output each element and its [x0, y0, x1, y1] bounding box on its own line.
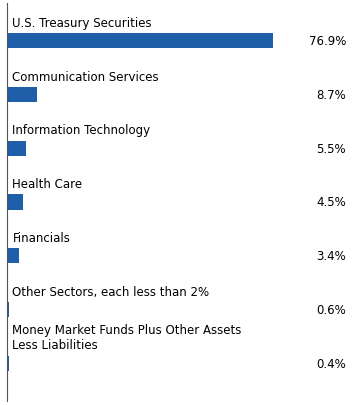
Text: Other Sectors, each less than 2%: Other Sectors, each less than 2%	[12, 285, 210, 298]
Text: Money Market Funds Plus Other Assets
Less Liabilities: Money Market Funds Plus Other Assets Les…	[12, 324, 242, 352]
Text: U.S. Treasury Securities: U.S. Treasury Securities	[12, 17, 152, 30]
Bar	[7, 141, 26, 156]
Bar	[7, 195, 23, 210]
Text: 3.4%: 3.4%	[316, 249, 346, 262]
Text: 5.5%: 5.5%	[316, 143, 346, 156]
Bar	[7, 88, 37, 103]
Text: Financials: Financials	[12, 231, 70, 244]
Bar	[7, 249, 19, 264]
Text: 76.9%: 76.9%	[309, 35, 346, 48]
Text: Communication Services: Communication Services	[12, 70, 159, 83]
Text: 4.5%: 4.5%	[316, 196, 346, 209]
Bar	[7, 34, 273, 49]
Text: 0.4%: 0.4%	[316, 357, 346, 370]
Text: Information Technology: Information Technology	[12, 124, 150, 137]
Text: 8.7%: 8.7%	[316, 89, 346, 102]
Bar	[7, 356, 9, 371]
Text: 0.6%: 0.6%	[316, 303, 346, 316]
Bar	[7, 302, 9, 317]
Text: Health Care: Health Care	[12, 178, 82, 191]
